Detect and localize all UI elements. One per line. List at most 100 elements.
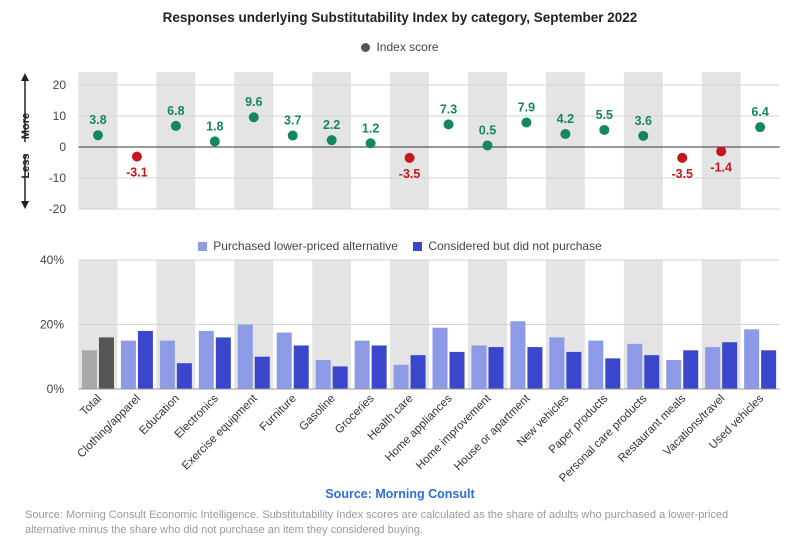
index-score-label: 5.5 bbox=[596, 108, 613, 122]
index-score-label: -3.5 bbox=[399, 167, 421, 181]
top-y-tick-label: 10 bbox=[53, 109, 67, 123]
top-band bbox=[545, 72, 585, 209]
less-arrow-head bbox=[21, 201, 29, 209]
purchased-bar bbox=[315, 359, 331, 389]
purchased-bar bbox=[120, 340, 136, 389]
index-score-point bbox=[404, 152, 415, 163]
index-score-label: 7.9 bbox=[518, 101, 535, 115]
index-score-label: 9.6 bbox=[245, 95, 262, 109]
index-score-label: -3.1 bbox=[126, 166, 148, 180]
considered-bar bbox=[761, 350, 777, 389]
category-label: Home improvement bbox=[414, 392, 494, 472]
considered-bar bbox=[176, 363, 192, 389]
purchased-bar bbox=[354, 340, 370, 389]
top-y-tick-label: -10 bbox=[49, 171, 67, 185]
considered-bar bbox=[98, 337, 114, 389]
index-score-point bbox=[599, 124, 610, 135]
purchased-bar bbox=[549, 337, 565, 389]
category-label: House or apartment bbox=[452, 392, 533, 473]
index-score-label: 0.5 bbox=[479, 123, 496, 137]
legend-considered-label: Considered but did not purchase bbox=[428, 239, 602, 253]
purchased-bar bbox=[81, 350, 97, 389]
bottom-y-tick-label: 20% bbox=[40, 318, 64, 332]
purchased-bar bbox=[627, 343, 643, 389]
purchased-bar bbox=[276, 332, 292, 389]
index-score-point bbox=[248, 112, 259, 123]
index-score-point bbox=[287, 130, 298, 141]
index-score-legend-marker bbox=[361, 43, 371, 52]
index-score-label: 7.3 bbox=[440, 102, 457, 116]
index-score-point bbox=[443, 119, 454, 130]
purchased-bar bbox=[510, 321, 526, 389]
legend-purchased-swatch bbox=[198, 242, 208, 251]
index-score-point bbox=[677, 152, 688, 163]
index-score-label: 3.8 bbox=[89, 113, 106, 127]
chart-title: Responses underlying Substitutability In… bbox=[162, 10, 638, 25]
purchased-bar bbox=[237, 324, 253, 389]
considered-bar bbox=[605, 358, 621, 389]
purchased-bar bbox=[471, 345, 487, 389]
considered-bar bbox=[371, 345, 387, 389]
index-score-label: -3.5 bbox=[671, 167, 693, 181]
considered-bar bbox=[683, 350, 699, 389]
considered-bar bbox=[566, 351, 582, 389]
category-label: Home appliances bbox=[383, 392, 454, 463]
index-score-label: 6.4 bbox=[751, 105, 768, 119]
index-score-point bbox=[560, 128, 571, 139]
top-band bbox=[156, 72, 196, 209]
considered-bar bbox=[254, 356, 270, 389]
category-label: Exercise equipment bbox=[180, 392, 260, 472]
top-y-tick-label: 20 bbox=[53, 78, 67, 92]
considered-bar bbox=[332, 366, 348, 389]
purchased-bar bbox=[432, 327, 448, 389]
index-score-label: 3.6 bbox=[635, 114, 652, 128]
legend-purchased: Purchased lower-priced alternative bbox=[198, 239, 398, 253]
bottom-y-tick-label: 40% bbox=[40, 253, 64, 267]
index-score-label: 1.2 bbox=[362, 121, 379, 135]
purchased-bar bbox=[744, 329, 760, 389]
considered-bar bbox=[449, 351, 465, 389]
legend-considered: Considered but did not purchase bbox=[413, 239, 602, 253]
index-score-label: 2.2 bbox=[323, 118, 340, 132]
considered-bar bbox=[215, 337, 231, 389]
category-label: Total bbox=[78, 393, 104, 419]
index-score-point bbox=[131, 151, 142, 162]
purchased-bar bbox=[705, 347, 721, 389]
index-score-label: -1.4 bbox=[710, 160, 732, 174]
bottom-y-tick-label: 0% bbox=[47, 382, 65, 396]
considered-bar bbox=[410, 355, 426, 389]
index-score-point bbox=[755, 122, 766, 133]
more-arrow-head bbox=[21, 73, 29, 81]
purchased-bar bbox=[666, 359, 682, 389]
index-score-legend: Index score bbox=[0, 40, 800, 54]
top-band bbox=[390, 72, 430, 209]
index-score-point bbox=[92, 130, 103, 141]
bar-legend: Purchased lower-priced alternative Consi… bbox=[0, 239, 800, 253]
purchased-bar bbox=[159, 340, 175, 389]
source-label: Source: Morning Consult bbox=[325, 487, 475, 501]
category-label: Restaurant meals bbox=[616, 392, 688, 464]
index-score-label: 6.8 bbox=[167, 104, 184, 118]
considered-bar bbox=[137, 330, 153, 389]
less-label: Less bbox=[20, 153, 32, 178]
index-score-point bbox=[521, 117, 532, 128]
index-score-label: 1.8 bbox=[206, 119, 223, 133]
considered-bar bbox=[293, 345, 309, 389]
top-y-tick-label: 0 bbox=[59, 140, 66, 154]
category-label: Gasoline bbox=[297, 393, 338, 434]
considered-bar bbox=[488, 347, 504, 389]
index-score-label: 4.2 bbox=[557, 112, 574, 126]
more-label: More bbox=[20, 113, 32, 139]
purchased-bar bbox=[198, 330, 214, 389]
legend-considered-swatch bbox=[413, 242, 423, 251]
considered-bar bbox=[722, 342, 738, 389]
top-band bbox=[78, 72, 118, 209]
considered-bar bbox=[644, 355, 660, 389]
top-y-tick-label: -20 bbox=[49, 202, 67, 216]
top-band bbox=[234, 72, 274, 209]
legend-purchased-label: Purchased lower-priced alternative bbox=[213, 239, 398, 253]
index-score-point bbox=[209, 136, 220, 147]
index-score-point bbox=[482, 140, 493, 151]
considered-bar bbox=[527, 347, 543, 389]
